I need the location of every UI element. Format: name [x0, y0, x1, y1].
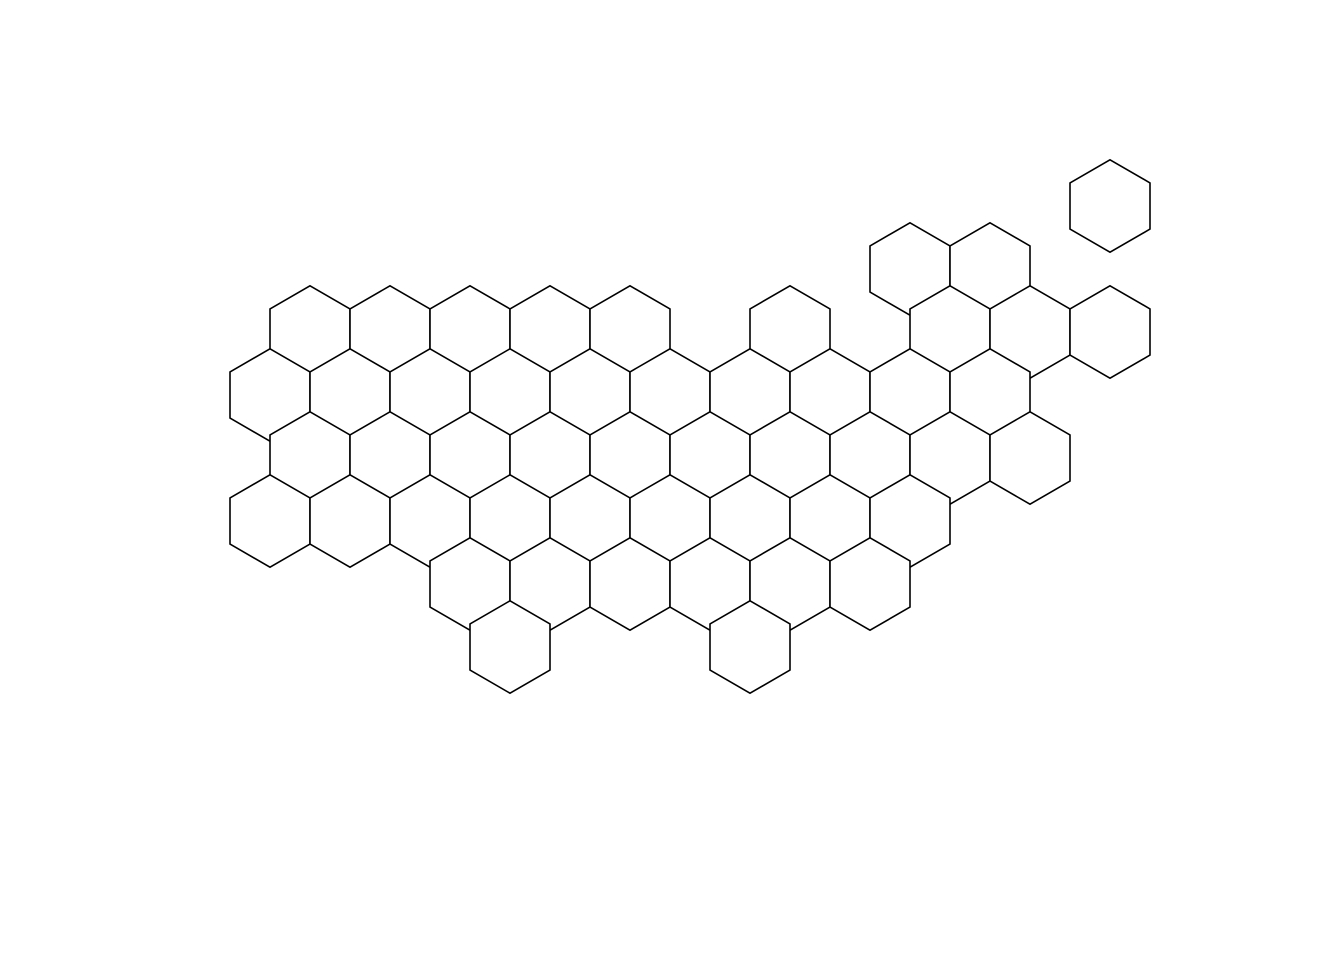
hex-cell-r7-c3 [469, 599, 551, 695]
hex-cell-r2-c10 [1069, 284, 1151, 380]
hex-cell-r0-c10 [1069, 158, 1151, 254]
hex-cell-r6-c7 [829, 536, 911, 632]
hex-cell-r7-c6 [709, 599, 791, 695]
hex-cell-r4-c9 [989, 410, 1071, 506]
hex-layer [229, 158, 1151, 695]
